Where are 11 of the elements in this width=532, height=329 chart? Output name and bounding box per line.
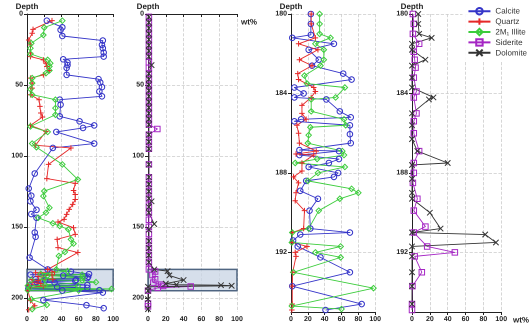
legend-label: Quartz bbox=[495, 17, 520, 26]
y-axis-title: Depth bbox=[16, 2, 38, 12]
legend-label: Siderite bbox=[495, 38, 524, 47]
legend-label: 2M₁ Illite bbox=[495, 28, 526, 36]
y-axis-title: Depth bbox=[400, 2, 424, 12]
y-axis-title: Depth bbox=[280, 2, 302, 12]
x-axis-title: wt% bbox=[240, 18, 257, 26]
x-axis-title: wt% bbox=[512, 316, 529, 324]
legend-label: Calcite bbox=[495, 6, 520, 16]
y-axis-title: Depth bbox=[136, 2, 160, 12]
legend-label: Dolomite bbox=[495, 48, 528, 58]
